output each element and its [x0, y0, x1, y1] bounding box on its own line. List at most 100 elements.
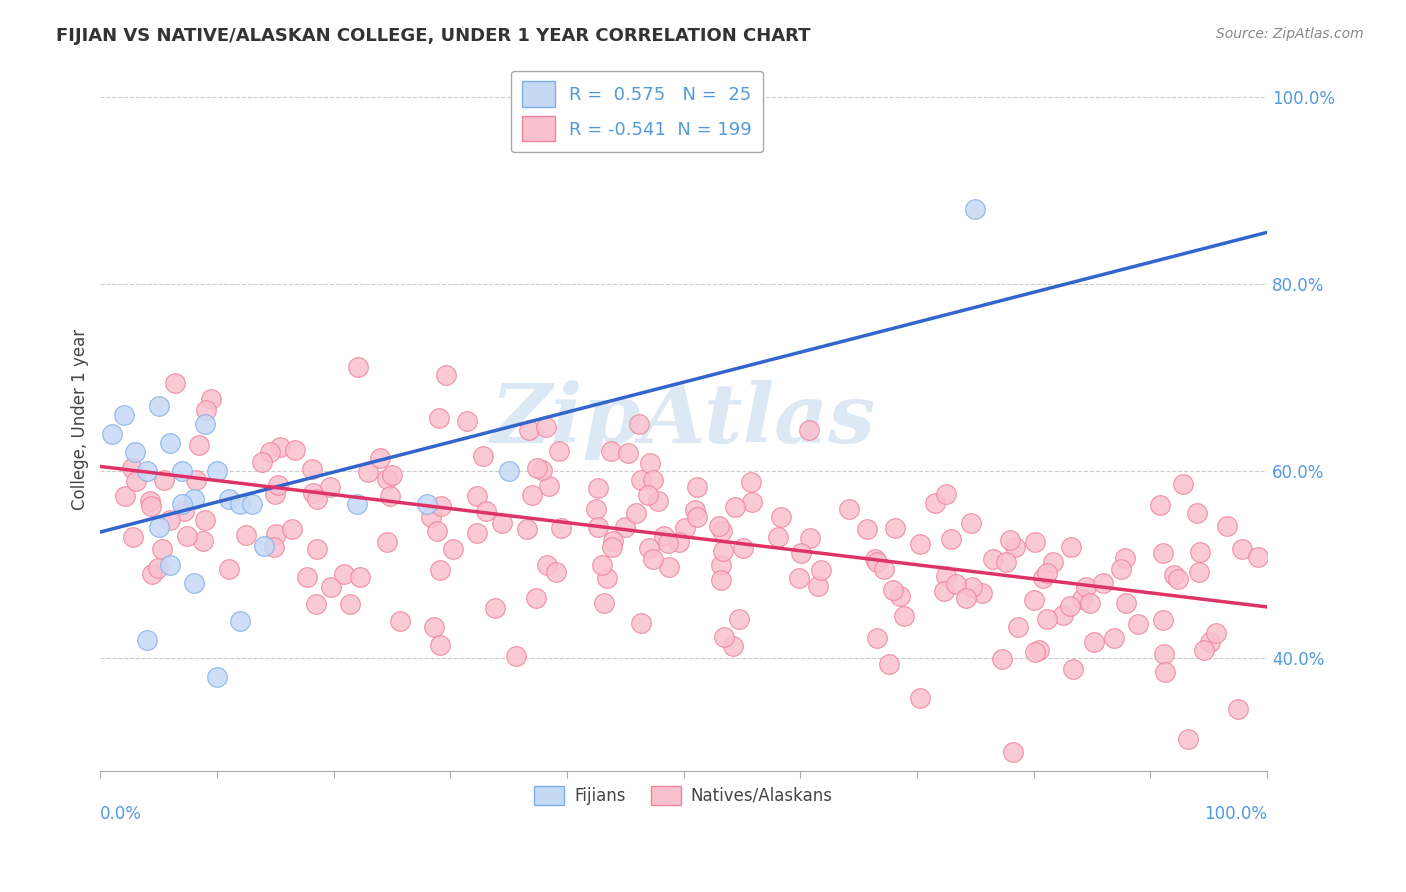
Point	[381, 467, 404, 482]
Point	[1036, 612, 1059, 626]
Point	[170, 464, 193, 478]
Point	[295, 570, 318, 584]
Point	[205, 464, 228, 478]
Point	[465, 489, 488, 503]
Point	[641, 551, 664, 566]
Point	[1189, 545, 1212, 559]
Point	[1078, 596, 1101, 610]
Point	[536, 558, 558, 572]
Point	[139, 494, 162, 508]
Point	[873, 561, 896, 575]
Point	[710, 558, 733, 572]
Point	[932, 583, 955, 598]
Point	[1247, 549, 1270, 564]
Point	[194, 513, 217, 527]
Point	[240, 497, 263, 511]
Point	[148, 560, 170, 574]
Point	[768, 530, 790, 544]
Point	[427, 411, 450, 425]
Point	[1115, 596, 1137, 610]
Point	[416, 497, 439, 511]
Point	[1074, 580, 1097, 594]
Point	[153, 473, 176, 487]
Point	[235, 528, 257, 542]
Point	[866, 631, 889, 645]
Point	[613, 520, 636, 534]
Point	[1060, 540, 1083, 554]
Point	[856, 522, 879, 536]
Point	[673, 520, 696, 534]
Point	[218, 562, 240, 576]
Point	[263, 540, 285, 554]
Point	[266, 478, 288, 492]
Point	[264, 487, 287, 501]
Point	[713, 631, 735, 645]
Point	[658, 560, 681, 574]
Point	[124, 445, 146, 459]
Point	[159, 513, 181, 527]
Point	[991, 652, 1014, 666]
Point	[218, 492, 240, 507]
Point	[1031, 570, 1053, 584]
Point	[188, 438, 211, 452]
Point	[538, 479, 561, 493]
Point	[205, 670, 228, 684]
Point	[652, 529, 675, 543]
Point	[591, 558, 613, 573]
Point	[657, 536, 679, 550]
Point	[617, 446, 640, 460]
Point	[595, 571, 617, 585]
Point	[139, 499, 162, 513]
Point	[183, 576, 205, 591]
Point	[709, 518, 731, 533]
Point	[441, 542, 464, 557]
Point	[423, 620, 446, 634]
Point	[787, 571, 810, 585]
Point	[173, 504, 195, 518]
Text: Source: ZipAtlas.com: Source: ZipAtlas.com	[1216, 27, 1364, 41]
Point	[259, 444, 281, 458]
Point	[148, 520, 170, 534]
Point	[546, 566, 568, 580]
Text: 100.0%: 100.0%	[1204, 805, 1267, 823]
Point	[863, 551, 886, 566]
Point	[136, 464, 159, 478]
Text: FIJIAN VS NATIVE/ALASKAN COLLEGE, UNDER 1 YEAR CORRELATION CHART: FIJIAN VS NATIVE/ALASKAN COLLEGE, UNDER …	[56, 27, 811, 45]
Point	[516, 522, 538, 536]
Point	[630, 473, 652, 487]
Point	[141, 566, 163, 581]
Point	[114, 489, 136, 503]
Point	[1188, 565, 1211, 579]
Point	[637, 488, 659, 502]
Point	[429, 563, 451, 577]
Point	[517, 423, 540, 437]
Point	[195, 402, 218, 417]
Point	[1152, 546, 1174, 560]
Point	[456, 414, 478, 428]
Point	[1216, 519, 1239, 533]
Point	[434, 368, 457, 382]
Point	[1227, 702, 1250, 716]
Point	[866, 555, 889, 569]
Point	[136, 632, 159, 647]
Text: ZipAtlas: ZipAtlas	[491, 380, 876, 459]
Point	[349, 570, 371, 584]
Point	[710, 573, 733, 587]
Point	[307, 541, 329, 556]
Point	[378, 489, 401, 503]
Point	[1163, 568, 1185, 582]
Point	[640, 456, 662, 470]
Point	[1007, 619, 1029, 633]
Point	[924, 495, 946, 509]
Point	[1092, 575, 1115, 590]
Point	[686, 509, 709, 524]
Point	[970, 585, 993, 599]
Text: 0.0%: 0.0%	[100, 805, 142, 823]
Point	[148, 399, 170, 413]
Point	[429, 499, 451, 513]
Point	[191, 534, 214, 549]
Point	[229, 614, 252, 628]
Point	[1059, 599, 1081, 613]
Point	[1230, 541, 1253, 556]
Y-axis label: College, Under 1 year: College, Under 1 year	[72, 329, 89, 510]
